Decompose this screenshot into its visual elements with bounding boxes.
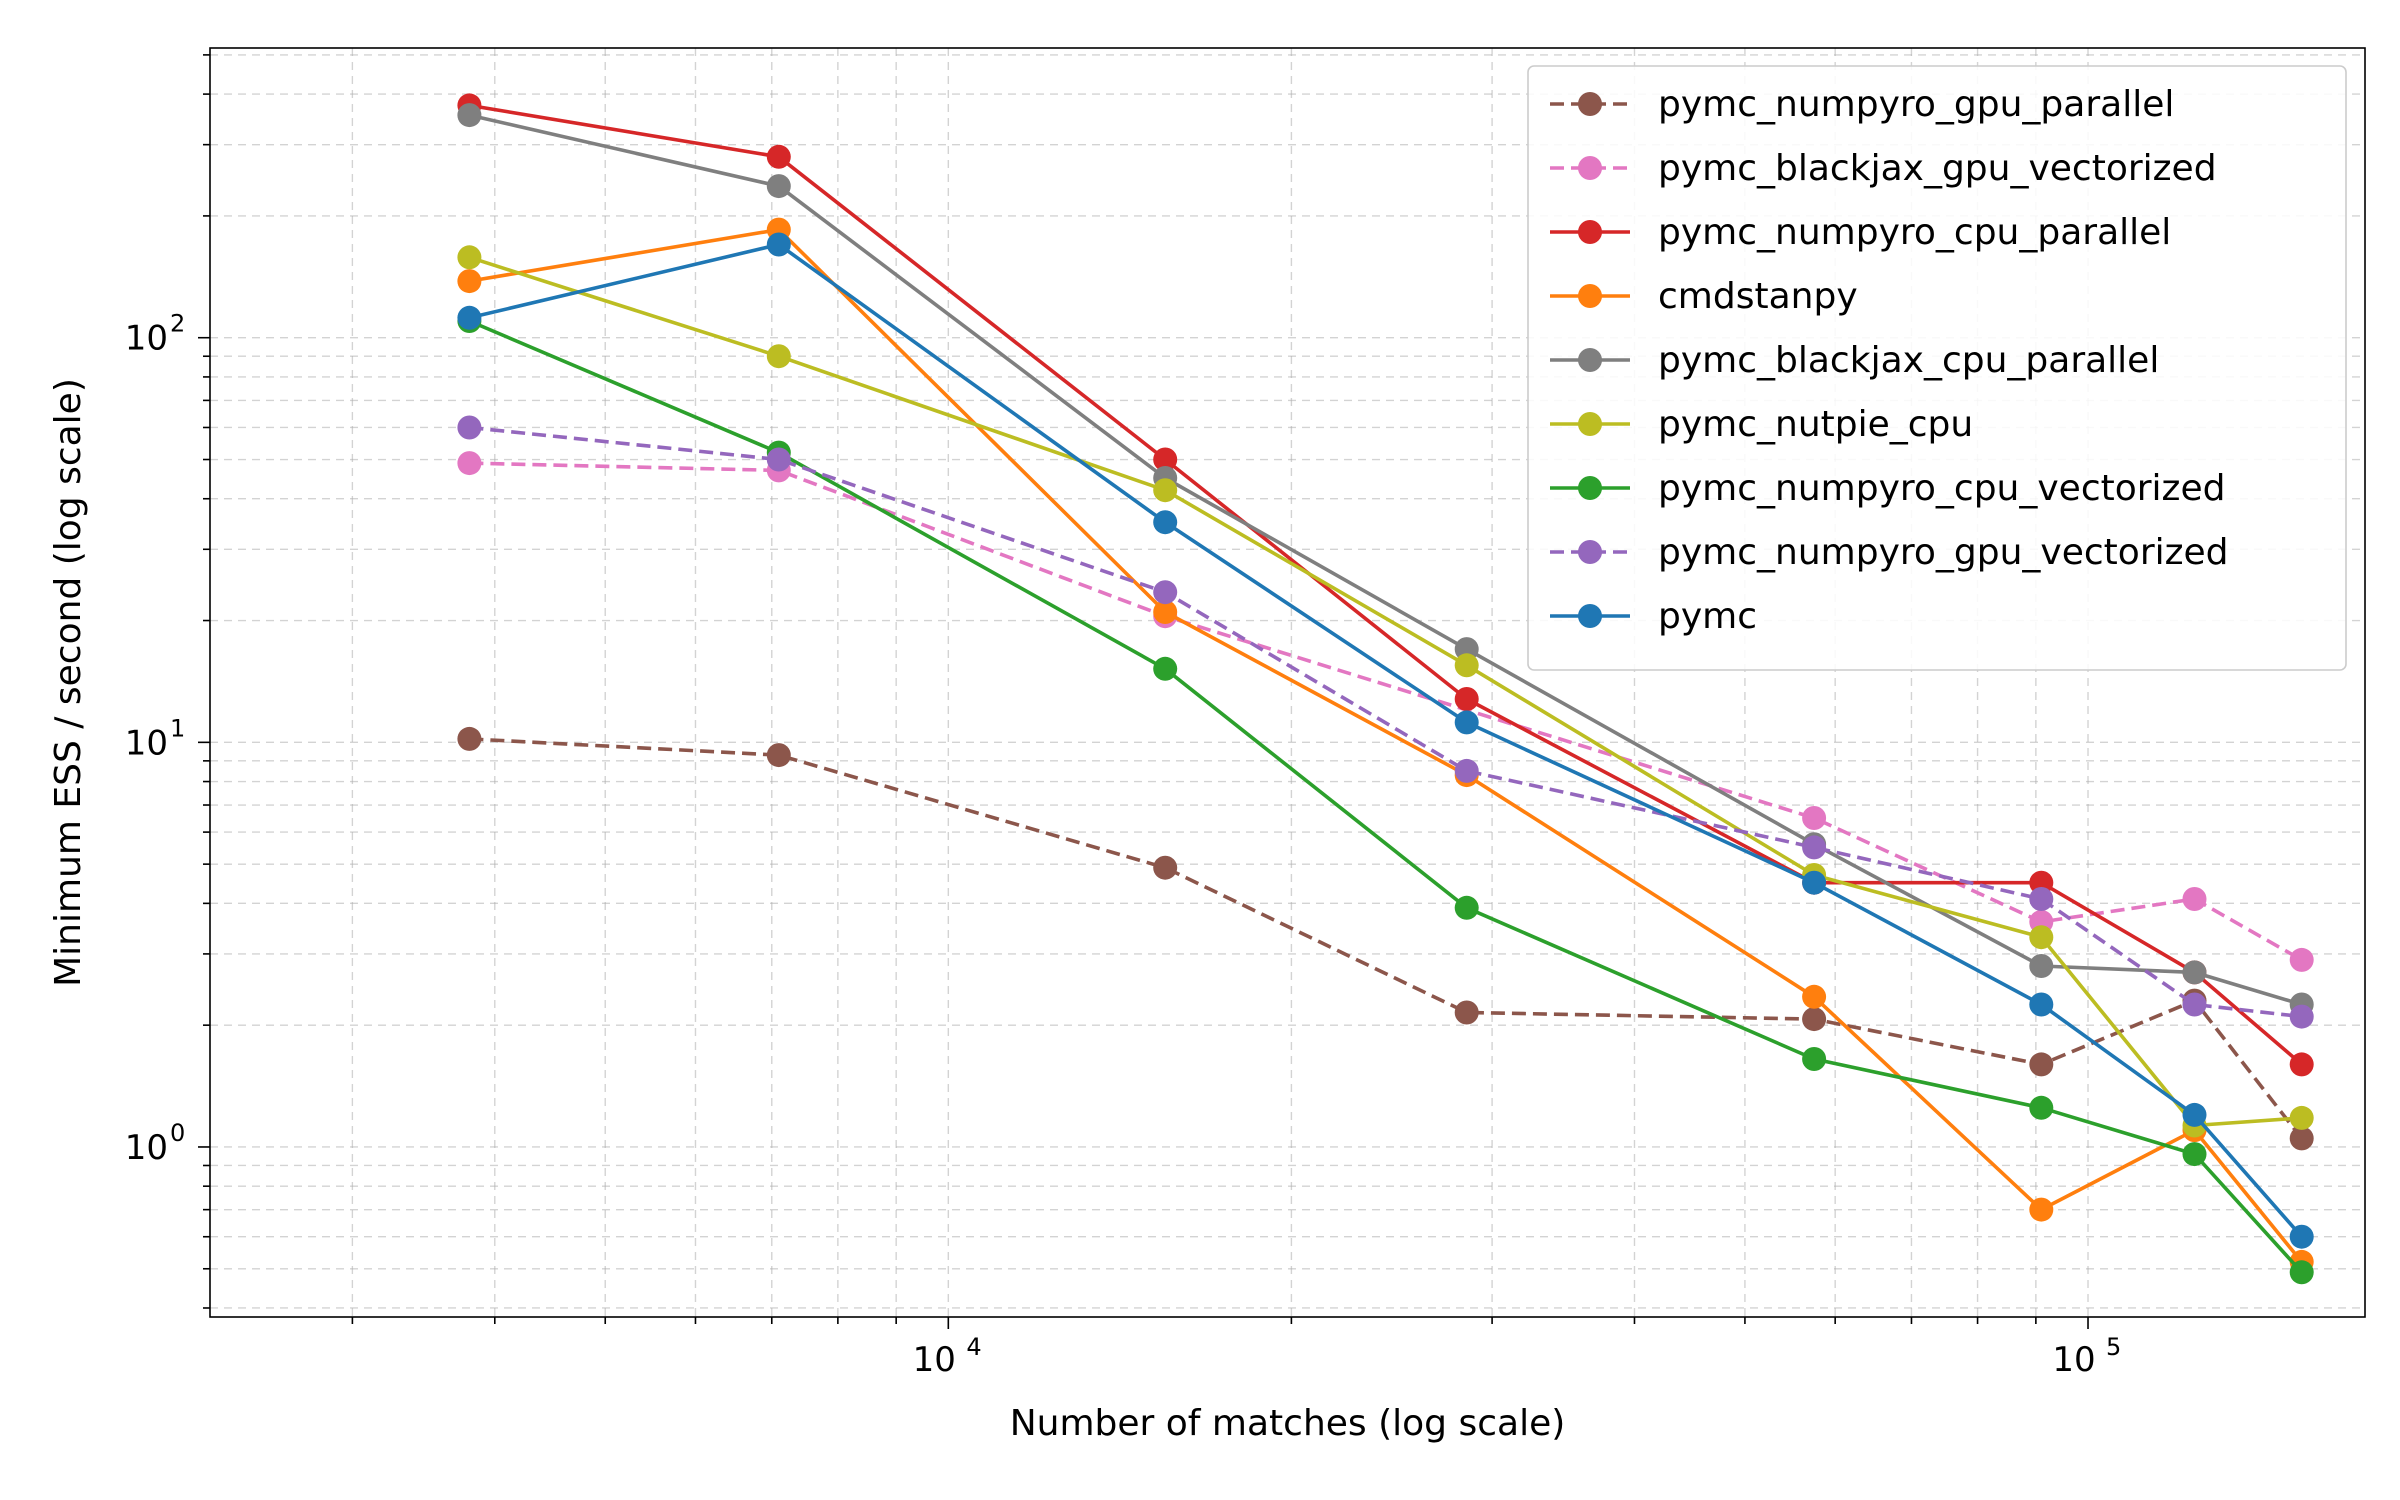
legend-label: pymc_numpyro_cpu_vectorized — [1658, 468, 2225, 509]
legend: pymc_numpyro_gpu_parallel pymc_blackjax_g… — [1528, 66, 2346, 670]
legend-label: pymc_numpyro_cpu_parallel — [1658, 212, 2171, 253]
data-point — [1802, 1047, 1826, 1071]
y-tick-label: 10 — [125, 723, 168, 763]
legend-label: pymc — [1658, 596, 1757, 637]
data-point — [2029, 925, 2053, 949]
data-point — [2029, 1096, 2053, 1120]
data-point — [457, 727, 481, 751]
data-point — [2290, 1126, 2314, 1150]
data-point — [1802, 835, 1826, 859]
data-point — [1455, 687, 1479, 711]
data-point — [2183, 1142, 2207, 1166]
legend-label: pymc_blackjax_cpu_parallel — [1658, 340, 2159, 381]
data-point — [1455, 1001, 1479, 1025]
legend-marker — [1578, 156, 1602, 180]
data-point — [767, 233, 791, 257]
data-point — [2290, 1260, 2314, 1284]
data-point — [2029, 954, 2053, 978]
data-point — [1153, 657, 1177, 681]
legend-label: pymc_nutpie_cpu — [1658, 404, 1973, 445]
data-point — [1153, 478, 1177, 502]
data-point — [767, 145, 791, 169]
data-point — [2029, 1198, 2053, 1222]
legend-label: cmdstanpy — [1658, 276, 1858, 317]
legend-marker — [1578, 284, 1602, 308]
data-point — [457, 245, 481, 269]
legend-label: pymc_numpyro_gpu_vectorized — [1658, 532, 2229, 573]
x-tick-label: 10 — [913, 1340, 956, 1380]
legend-label: pymc_numpyro_gpu_parallel — [1658, 84, 2174, 125]
data-point — [1153, 580, 1177, 604]
y-tick-label-exponent: 1 — [170, 714, 185, 742]
data-point — [1802, 1007, 1826, 1031]
legend-marker — [1578, 476, 1602, 500]
data-point — [1153, 856, 1177, 880]
data-point — [1455, 710, 1479, 734]
data-point — [2029, 1052, 2053, 1076]
data-point — [2183, 960, 2207, 984]
data-point — [1455, 653, 1479, 677]
legend-label: pymc_blackjax_gpu_vectorized — [1658, 148, 2217, 189]
data-point — [457, 269, 481, 293]
data-point — [457, 416, 481, 440]
x-tick-label-exponent: 5 — [2106, 1333, 2121, 1361]
data-point — [2290, 948, 2314, 972]
data-point — [457, 103, 481, 127]
x-tick-label-exponent: 4 — [966, 1333, 981, 1361]
data-point — [2183, 887, 2207, 911]
data-point — [1802, 871, 1826, 895]
data-point — [1802, 985, 1826, 1009]
data-point — [1153, 510, 1177, 534]
data-point — [2290, 1052, 2314, 1076]
data-point — [2290, 1106, 2314, 1130]
data-point — [1455, 759, 1479, 783]
legend-marker — [1578, 412, 1602, 436]
data-point — [767, 743, 791, 767]
data-point — [457, 306, 481, 330]
data-point — [767, 448, 791, 472]
data-point — [2029, 887, 2053, 911]
y-tick-label-exponent: 2 — [170, 310, 185, 338]
data-point — [767, 344, 791, 368]
x-axis-label: Number of matches (log scale) — [1010, 1403, 1566, 1444]
data-point — [1455, 896, 1479, 920]
y-tick-label: 10 — [125, 319, 168, 359]
legend-marker — [1578, 92, 1602, 116]
data-point — [2029, 993, 2053, 1017]
data-point — [2290, 1225, 2314, 1249]
x-tick-label: 10 — [2052, 1340, 2095, 1380]
y-tick-label: 10 — [125, 1128, 168, 1168]
data-point — [1802, 806, 1826, 830]
y-tick-label-exponent: 0 — [170, 1119, 185, 1147]
y-axis-label: Minimum ESS / second (log scale) — [48, 378, 89, 987]
legend-marker — [1578, 604, 1602, 628]
legend-marker — [1578, 348, 1602, 372]
data-point — [767, 174, 791, 198]
data-point — [2183, 993, 2207, 1017]
data-point — [2290, 1005, 2314, 1029]
data-point — [2183, 1103, 2207, 1127]
legend-marker — [1578, 540, 1602, 564]
data-point — [457, 451, 481, 475]
legend-marker — [1578, 220, 1602, 244]
